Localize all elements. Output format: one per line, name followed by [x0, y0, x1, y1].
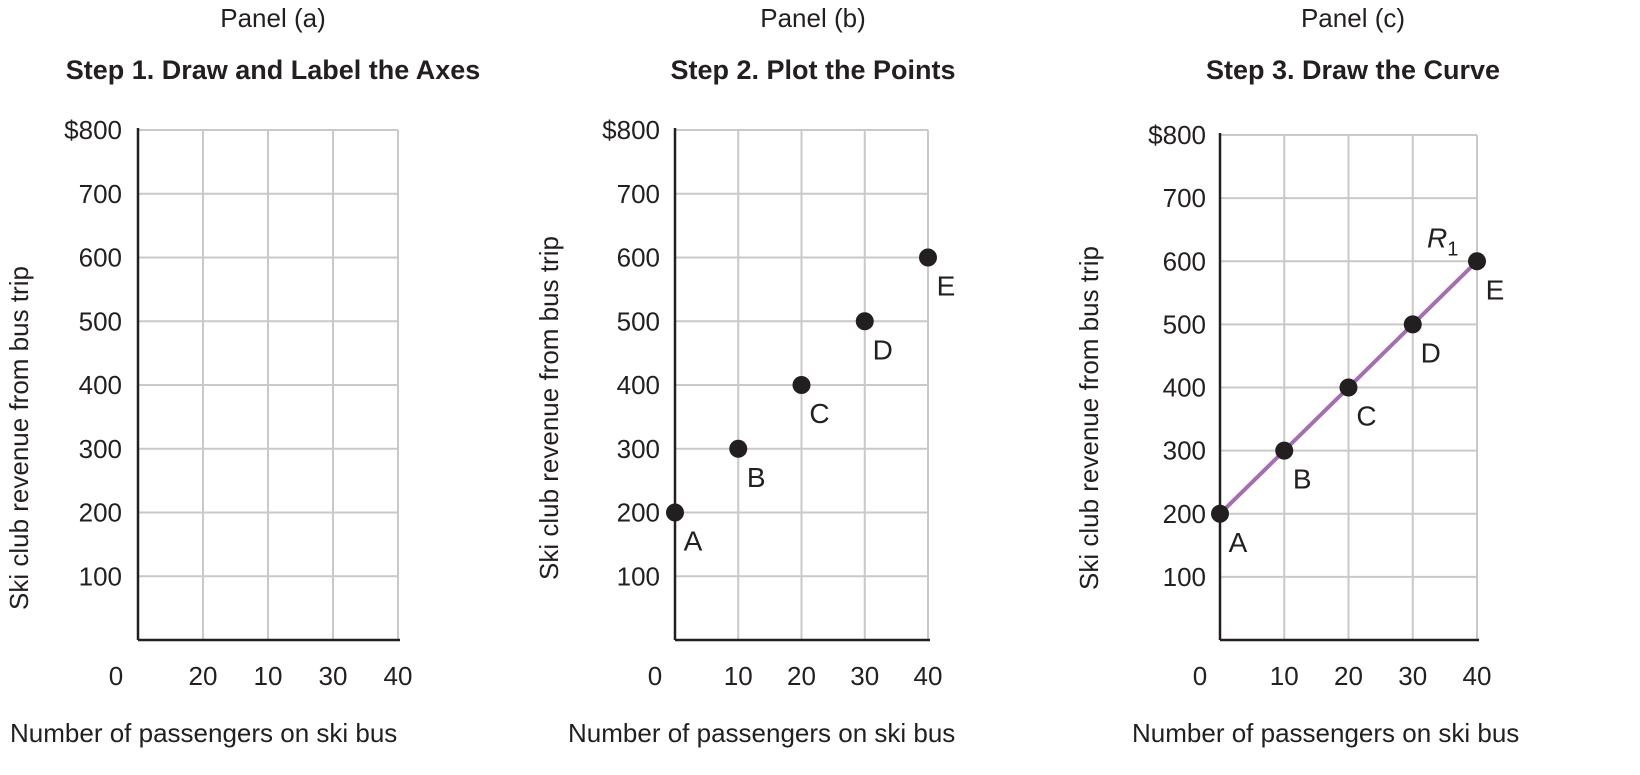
y-tick-label: 500 [79, 306, 122, 336]
point-label: D [873, 334, 893, 365]
y-tick-label: 300 [79, 434, 122, 464]
y-tick-label: 400 [617, 370, 660, 400]
panel-label: Panel (c) [1300, 3, 1406, 33]
x-tick-label: 20 [787, 661, 816, 691]
data-point-b [729, 439, 748, 458]
y-tick-label: 700 [617, 179, 660, 209]
y-tick-label: $800 [1148, 120, 1206, 150]
panel-title: Step 3. Draw the Curve [1205, 55, 1501, 85]
y-tick-label: 300 [1163, 436, 1206, 466]
y-tick-label: 500 [617, 306, 660, 336]
panel-label: Panel (b) [760, 3, 866, 33]
point-label: A [1229, 527, 1248, 558]
y-tick-label: 200 [617, 498, 660, 528]
x-tick-label: 30 [1398, 661, 1427, 691]
x-tick-label: 10 [1270, 661, 1299, 691]
data-point-e [1468, 252, 1486, 271]
x-tick-label: 30 [850, 661, 879, 691]
y-tick-label: 400 [79, 370, 122, 400]
y-tick-label: 100 [79, 561, 122, 591]
panel-title: Step 2. Plot the Points [670, 55, 956, 85]
x-axis-label: Number of passengers on ski bus [10, 718, 398, 748]
panel-c: Panel (c) Step 3. Draw the Curve Ski clu… [1074, 0, 1626, 775]
data-point-b [1275, 441, 1294, 460]
point-label: C [809, 398, 829, 429]
x-axis-label: Number of passengers on ski bus [1132, 718, 1520, 748]
point-label: E [937, 271, 956, 302]
y-tick-label: 100 [1163, 562, 1206, 592]
x-tick-label: 30 [319, 661, 348, 691]
data-point-d [855, 312, 874, 331]
y-tick-label: 600 [79, 243, 122, 273]
y-tick-label: 500 [1163, 309, 1206, 339]
x-tick-label: 10 [254, 661, 283, 691]
y-tick-label: 700 [79, 179, 122, 209]
point-label: C [1356, 401, 1376, 432]
y-tick-label: 300 [617, 434, 660, 464]
y-tick-label: 200 [79, 498, 122, 528]
panel-title: Step 1. Draw and Label the Axes [65, 55, 481, 85]
data-point-c [792, 376, 811, 394]
point-label: E [1486, 274, 1505, 305]
x-axis-label: Number of passengers on ski bus [568, 718, 956, 748]
data-point-d [1403, 315, 1422, 334]
y-tick-label: 200 [1163, 499, 1206, 529]
x-tick-label: 20 [189, 661, 218, 691]
y-tick-label: $800 [64, 115, 122, 145]
x-tick-label: 40 [1463, 661, 1492, 691]
panel-a: Panel (a) Step 1. Draw and Label the Axe… [0, 0, 546, 775]
y-tick-label: 100 [617, 561, 660, 591]
point-label: D [1421, 337, 1441, 368]
data-point-c [1339, 378, 1358, 397]
origin-label: 0 [648, 661, 662, 691]
origin-label: 0 [109, 661, 123, 691]
x-tick-label: 10 [724, 661, 753, 691]
point-label: B [1293, 464, 1312, 495]
x-tick-label: 20 [1334, 661, 1363, 691]
origin-label: 0 [1193, 661, 1207, 691]
y-tick-label: 700 [1163, 183, 1206, 213]
point-label: B [747, 462, 766, 493]
data-point-a [1211, 504, 1229, 523]
point-label: A [684, 526, 703, 557]
curve-label: R1 [1427, 222, 1458, 260]
y-tick-label: 400 [1163, 373, 1206, 403]
panel-b: Panel (b) Step 2. Plot the Points Ski cl… [534, 0, 1086, 775]
data-point-e [919, 248, 937, 267]
y-tick-label: 600 [617, 243, 660, 273]
data-point-a [666, 503, 684, 522]
x-tick-label: 40 [384, 661, 413, 691]
y-tick-label: $800 [602, 115, 660, 145]
panel-label: Panel (a) [220, 3, 326, 33]
x-tick-label: 40 [914, 661, 943, 691]
y-tick-label: 600 [1163, 246, 1206, 276]
